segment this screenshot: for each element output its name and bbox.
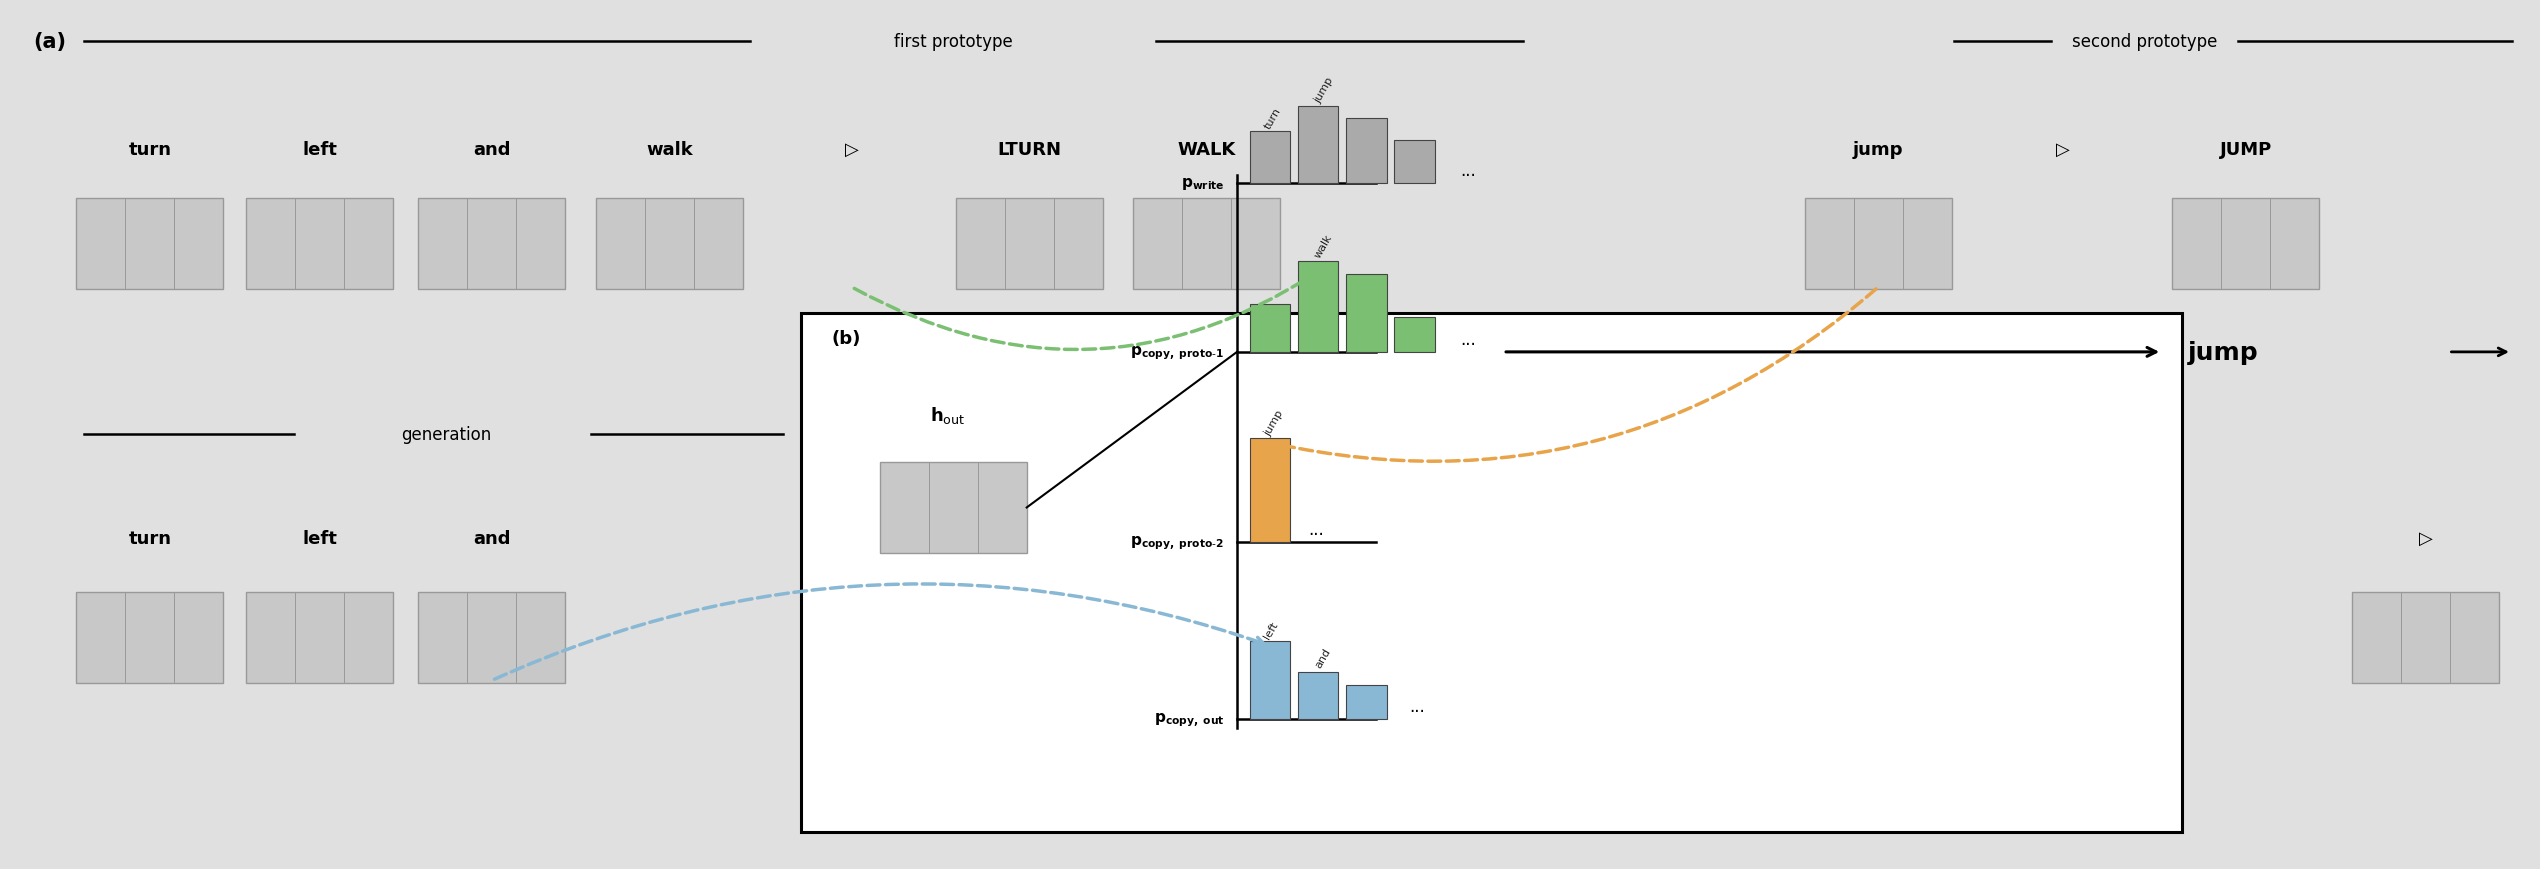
Text: turn: turn (130, 529, 170, 547)
Bar (76, 199, 224, 290)
Text: ▷: ▷ (2418, 529, 2433, 547)
Text: jump: jump (1262, 408, 1285, 437)
Text: and: and (472, 529, 511, 547)
Text: $\mathbf{p}_\mathbf{write}$: $\mathbf{p}_\mathbf{write}$ (1181, 176, 1224, 192)
Bar (1298, 106, 1339, 184)
Bar (1250, 641, 1290, 720)
Bar (800, 314, 2182, 832)
Text: turn: turn (1262, 106, 1283, 130)
Bar (597, 199, 742, 290)
Text: ...: ... (1410, 698, 1425, 715)
Bar (1394, 141, 1435, 184)
Text: left: left (302, 141, 338, 158)
Text: second prototype: second prototype (2073, 33, 2217, 50)
Text: (a): (a) (33, 31, 66, 51)
Bar (1250, 439, 1290, 542)
Text: jump: jump (2187, 341, 2258, 364)
Text: ▷: ▷ (846, 141, 859, 158)
Bar (1806, 199, 1951, 290)
Text: ...: ... (1460, 330, 1476, 348)
Text: and: and (1313, 646, 1334, 669)
Bar (246, 592, 394, 683)
Bar (879, 462, 1026, 554)
Text: $\mathbf{p}_\mathbf{copy,\ out}$: $\mathbf{p}_\mathbf{copy,\ out}$ (1153, 711, 1224, 728)
Text: LTURN: LTURN (998, 141, 1062, 158)
Bar (1298, 672, 1339, 720)
Text: JUMP: JUMP (2220, 141, 2271, 158)
Bar (1346, 685, 1387, 720)
Text: ...: ... (1308, 521, 1323, 539)
Text: and: and (472, 141, 511, 158)
Text: walk: walk (645, 141, 693, 158)
Bar (1250, 305, 1290, 353)
Bar (1346, 119, 1387, 184)
Bar (1346, 275, 1387, 353)
Text: ...: ... (1460, 163, 1476, 180)
Text: walk: walk (1313, 233, 1334, 260)
Bar (246, 199, 394, 290)
Bar (1298, 262, 1339, 353)
Text: turn: turn (130, 141, 170, 158)
Text: ▷: ▷ (2057, 141, 2070, 158)
Text: left: left (1262, 620, 1280, 640)
Bar (419, 592, 566, 683)
Text: $\mathbf{p}_\mathbf{copy,\ proto\text{-}1}$: $\mathbf{p}_\mathbf{copy,\ proto\text{-}… (1130, 343, 1224, 362)
Bar (2172, 199, 2319, 290)
Bar (2352, 592, 2499, 683)
Bar (955, 199, 1102, 290)
Bar (419, 199, 566, 290)
Bar (76, 592, 224, 683)
Text: jump: jump (1854, 141, 1902, 158)
Bar (1394, 318, 1435, 353)
Bar (1133, 199, 1280, 290)
Text: $\mathbf{p}_\mathbf{copy,\ proto\text{-}2}$: $\mathbf{p}_\mathbf{copy,\ proto\text{-}… (1130, 534, 1224, 551)
Bar (1250, 132, 1290, 184)
Text: WALK: WALK (1179, 141, 1237, 158)
Text: jump: jump (1313, 76, 1336, 104)
Text: generation: generation (401, 426, 490, 443)
Text: $\mathbf{h}_\mathrm{out}$: $\mathbf{h}_\mathrm{out}$ (930, 405, 965, 426)
Text: left: left (302, 529, 338, 547)
Text: first prototype: first prototype (894, 33, 1013, 50)
Text: (b): (b) (831, 329, 861, 347)
